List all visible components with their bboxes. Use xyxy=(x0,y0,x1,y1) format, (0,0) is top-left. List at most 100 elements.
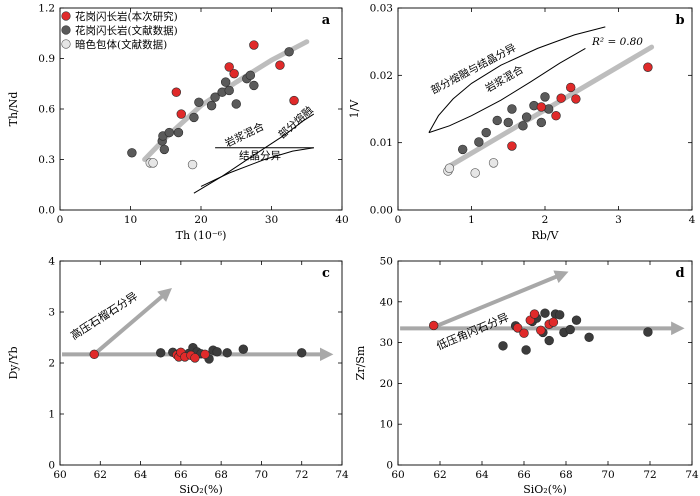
data-point-gray xyxy=(249,80,259,91)
panel-d: 60 62 64 66 68 70 72 74 0 10 20 30 40 50 d SiO₂(%) Zr… xyxy=(354,256,699,496)
data-point-dark xyxy=(540,308,550,318)
data-point-gray xyxy=(521,112,532,122)
data-point-gray xyxy=(231,99,241,109)
x-tick-label: 20 xyxy=(194,214,207,226)
data-point-gray xyxy=(536,117,547,128)
data-point-red xyxy=(275,60,285,70)
y-tick-label: 0 xyxy=(48,460,55,472)
legend-label-enclave: 暗色包体(文献数据) xyxy=(75,38,167,51)
data-point-gray xyxy=(210,92,220,102)
data-point-red xyxy=(507,141,517,151)
data-point-light xyxy=(470,168,480,178)
data-point-gray xyxy=(194,97,204,107)
data-point-dark xyxy=(544,335,554,346)
y-tick-label: 0 xyxy=(386,460,393,472)
panel-a-legend: 花岗闪长岩(本次研究) 花岗闪长岩(文献数据) 暗色包体(文献数据) xyxy=(61,10,178,51)
data-point-light xyxy=(444,163,455,173)
panel-c-label: c xyxy=(322,266,330,281)
x-tick-label: 72 xyxy=(295,469,308,481)
x-tick-label: 66 xyxy=(174,469,188,481)
panel-c-points-layer xyxy=(89,343,307,364)
data-point-red xyxy=(249,40,259,50)
x-tick-label: 72 xyxy=(643,469,656,481)
data-point-light xyxy=(148,158,158,168)
data-point-gray xyxy=(518,121,528,131)
x-tick-label: 2 xyxy=(542,214,549,226)
panel-a-curve-layer xyxy=(193,113,315,194)
y-tick-label: 0.03 xyxy=(370,3,393,15)
data-point-red xyxy=(224,62,234,72)
data-point-gray xyxy=(284,47,294,57)
panel-b-annotation-melting-crystallization: 部分熔融与结晶分异 xyxy=(429,41,519,97)
panel-b-ticks: 0 1 2 3 4 0.00 0.01 0.02 0.03 xyxy=(370,3,696,227)
y-tick-label: 0.00 xyxy=(370,205,393,217)
panel-a-annotation-magma-mixing: 岩浆混合 xyxy=(223,120,267,150)
data-point-red xyxy=(536,325,546,336)
x-tick-label: 70 xyxy=(601,469,614,481)
x-tick-label: 4 xyxy=(689,214,696,226)
x-tick-label: 68 xyxy=(214,469,227,481)
data-point-gray xyxy=(507,104,517,114)
panel-d-xlabel: SiO₂(%) xyxy=(523,483,567,496)
legend-label-literature: 花岗闪长岩(文献数据) xyxy=(75,24,178,37)
data-point-dark xyxy=(156,348,166,358)
data-point-red xyxy=(643,62,653,72)
y-tick-label: 0.0 xyxy=(38,205,55,217)
x-tick-label: 74 xyxy=(685,469,699,481)
panel-c-xlabel: SiO₂(%) xyxy=(179,483,223,496)
data-point-gray xyxy=(540,92,550,102)
panel-a-xlabel: Th (10⁻⁶) xyxy=(176,229,227,242)
data-point-red xyxy=(566,82,576,93)
data-point-red xyxy=(556,93,566,103)
y-tick-label: 50 xyxy=(380,256,393,268)
panel-c-ylabel: Dy/Yb xyxy=(7,346,20,379)
data-point-gray xyxy=(245,70,256,81)
data-point-dark xyxy=(571,315,582,325)
data-point-dark xyxy=(212,347,222,357)
x-tick-label: 62 xyxy=(94,469,107,481)
panel-b-points-layer xyxy=(443,62,653,178)
y-tick-label: 1 xyxy=(48,409,55,421)
panel-a-points-layer xyxy=(127,40,299,170)
y-tick-label: 3 xyxy=(48,307,55,319)
y-tick-label: 0.6 xyxy=(38,104,55,116)
y-tick-label: 0.02 xyxy=(370,70,393,82)
data-point-red xyxy=(229,68,239,79)
panel-c-frame xyxy=(59,260,343,466)
diagonal-fractionation-arrow xyxy=(432,270,569,329)
data-point-gray xyxy=(189,112,199,123)
x-tick-label: 1 xyxy=(468,214,475,226)
x-tick-label: 0 xyxy=(57,214,64,226)
data-point-red xyxy=(519,328,529,338)
model-curve-1 xyxy=(200,147,314,187)
data-point-red xyxy=(289,95,299,106)
data-point-light xyxy=(187,159,198,170)
data-point-red xyxy=(512,323,523,333)
legend-label-this-study: 花岗闪长岩(本次研究) xyxy=(75,10,178,23)
y-tick-label: 0.3 xyxy=(38,154,55,166)
x-tick-label: 60 xyxy=(391,469,404,481)
panel-a-annotation-partial-melting: 部分熔融 xyxy=(276,103,316,141)
x-tick-label: 74 xyxy=(335,469,349,481)
envelope-upper-curve xyxy=(428,26,606,133)
panel-d-frame xyxy=(397,260,693,466)
data-point-light xyxy=(488,158,499,168)
panel-a-label: a xyxy=(322,13,331,28)
legend-marker-gray xyxy=(61,25,71,35)
diagonal-fractionation-arrow xyxy=(92,287,172,356)
panel-a-ticks: 0 10 20 30 40 0.0 0.3 0.6 0.9 1.2 xyxy=(38,3,348,227)
y-tick-label: 0.9 xyxy=(38,53,55,65)
data-point-red xyxy=(548,317,559,327)
x-tick-label: 30 xyxy=(265,214,278,226)
panel-b-xlabel: Rb/V xyxy=(532,229,560,242)
data-point-red xyxy=(89,349,99,360)
data-point-gray xyxy=(159,144,170,155)
panel-b-r-squared: R² = 0.80 xyxy=(591,36,643,48)
data-point-red xyxy=(200,349,210,360)
panel-c-ticks: 60 62 64 66 68 70 72 74 0 1 2 3 4 xyxy=(48,256,349,482)
data-point-dark xyxy=(565,324,575,335)
data-point-gray xyxy=(457,144,468,155)
panel-c-annotation-garnet: 高压石榴石分异 xyxy=(68,289,140,343)
data-point-dark xyxy=(297,348,307,358)
panel-b-label: b xyxy=(675,13,684,28)
